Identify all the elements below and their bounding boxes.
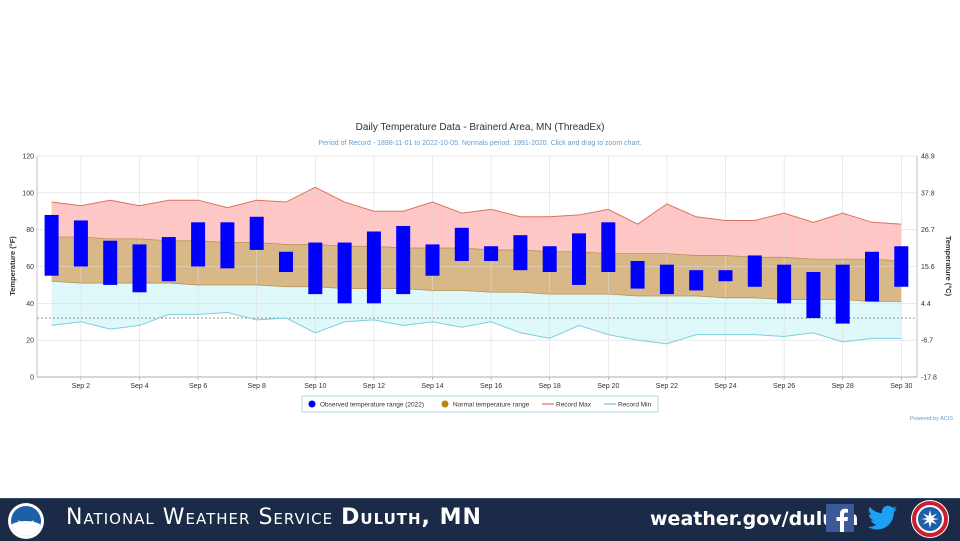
observed-bar-sep-15 bbox=[454, 227, 469, 261]
x-tick-label: Sep 10 bbox=[304, 383, 326, 390]
y-tick-label-right: -17.8 bbox=[921, 375, 937, 382]
banner-title-prefix: National Weather Service bbox=[66, 505, 342, 530]
observed-bar-sep-28 bbox=[835, 264, 850, 324]
observed-bar-sep-3 bbox=[103, 240, 118, 285]
observed-bar-sep-8 bbox=[249, 216, 264, 250]
observed-bar-sep-20 bbox=[601, 222, 616, 273]
observed-bar-sep-5 bbox=[161, 237, 176, 282]
observed-bar-sep-29 bbox=[865, 251, 879, 302]
observed-bars-layer bbox=[44, 214, 909, 324]
record-min-band bbox=[51, 281, 902, 344]
normal-low-line bbox=[51, 280, 902, 302]
y-tick-label-left: 20 bbox=[26, 338, 34, 345]
observed-bar-sep-7 bbox=[220, 222, 235, 269]
y-tick-label-right: 15.6 bbox=[921, 264, 935, 271]
credit-text[interactable]: Powered by ACIS bbox=[910, 416, 953, 422]
x-tick-label: Sep 20 bbox=[597, 383, 619, 390]
observed-bar-sep-14 bbox=[425, 244, 440, 276]
x-tick-label: Sep 22 bbox=[656, 383, 678, 390]
observed-bar-sep-17 bbox=[513, 235, 528, 271]
y-tick-label-right: -6.7 bbox=[921, 338, 933, 345]
observed-bar-sep-24 bbox=[718, 270, 733, 282]
observed-bar-sep-1 bbox=[44, 214, 59, 276]
banner-url[interactable]: weather.gov/duluth bbox=[650, 508, 859, 530]
legend-marker-1 bbox=[441, 400, 449, 408]
bands-layer bbox=[51, 187, 902, 344]
y-tick-label-right: 4.4 bbox=[921, 301, 931, 308]
chart-area: Daily Temperature Data - Brainerd Area, … bbox=[0, 0, 960, 498]
y-tick-label-right: 48.9 bbox=[921, 154, 935, 161]
observed-bar-sep-9 bbox=[279, 251, 293, 273]
x-tick-label: Sep 30 bbox=[890, 383, 912, 390]
y-tick-label-left: 100 bbox=[22, 190, 34, 197]
temperature-chart[interactable]: Daily Temperature Data - Brainerd Area, … bbox=[0, 0, 960, 498]
y-tick-label-left: 80 bbox=[26, 227, 34, 234]
x-tick-label: Sep 6 bbox=[189, 383, 207, 390]
y-tick-label-left: 60 bbox=[26, 264, 34, 271]
observed-bar-sep-6 bbox=[191, 222, 206, 267]
normal-range-band bbox=[51, 237, 902, 302]
noaa-logo-icon bbox=[8, 503, 44, 539]
observed-bar-sep-27 bbox=[806, 272, 821, 319]
y-tick-label-left: 0 bbox=[30, 375, 34, 382]
observed-bar-sep-26 bbox=[777, 264, 792, 304]
x-tick-label: Sep 28 bbox=[832, 383, 854, 390]
record-max-band bbox=[51, 187, 902, 261]
x-tick-label: Sep 16 bbox=[480, 383, 502, 390]
x-tick-label: Sep 26 bbox=[773, 383, 795, 390]
twitter-icon[interactable] bbox=[866, 504, 898, 532]
x-tick-label: Sep 12 bbox=[363, 383, 385, 390]
banner-title: National Weather Service Duluth, MN bbox=[66, 505, 482, 530]
axes-layer: 0 20 40 60 80 100 120 -17.8 -6.7 4.4 15.6 26.7 37.8 4… bbox=[22, 154, 937, 391]
y-axis-title-left: Temperature (°F) bbox=[8, 236, 17, 296]
facebook-icon[interactable] bbox=[826, 504, 854, 532]
legend-marker-0 bbox=[308, 400, 316, 408]
observed-bar-sep-16 bbox=[484, 246, 499, 261]
x-tick-label: Sep 2 bbox=[72, 383, 90, 390]
observed-bar-sep-25 bbox=[747, 255, 762, 287]
x-tick-label: Sep 8 bbox=[248, 383, 266, 390]
observed-bar-sep-2 bbox=[73, 220, 88, 267]
record-min-line bbox=[51, 312, 902, 345]
legend: Observed temperature range (2022) Normal … bbox=[301, 395, 659, 413]
observed-bar-sep-12 bbox=[366, 231, 381, 304]
legend-label-1[interactable]: Normal temperature range bbox=[453, 402, 530, 409]
chart-subtitle: Period of Record - 1898-11-01 to 2022-10… bbox=[318, 140, 641, 147]
record-max-line bbox=[51, 186, 902, 225]
y-axis-title-right: Temperature (°C) bbox=[944, 236, 953, 297]
footer-banner: National Weather Service Duluth, MN weat… bbox=[0, 498, 960, 541]
observed-bar-sep-18 bbox=[542, 246, 557, 273]
legend-label-3[interactable]: Record Min bbox=[618, 402, 652, 409]
y-tick-label-left: 120 bbox=[22, 154, 34, 161]
x-tick-label: Sep 14 bbox=[421, 383, 443, 390]
legend-label-2[interactable]: Record Max bbox=[556, 402, 592, 409]
x-tick-label: Sep 4 bbox=[130, 383, 148, 390]
observed-bar-sep-13 bbox=[396, 225, 411, 295]
legend-box bbox=[301, 395, 659, 413]
observed-bar-sep-11 bbox=[337, 242, 352, 304]
observed-bar-sep-19 bbox=[572, 233, 586, 285]
x-tick-label: Sep 18 bbox=[539, 383, 561, 390]
y-tick-label-left: 40 bbox=[26, 301, 34, 308]
observed-bar-sep-4 bbox=[132, 244, 147, 293]
y-tick-label-right: 37.8 bbox=[921, 190, 935, 197]
banner-title-office: Duluth, MN bbox=[341, 505, 482, 530]
observed-bar-sep-23 bbox=[689, 270, 704, 291]
y-tick-label-right: 26.7 bbox=[921, 227, 935, 234]
observed-bar-sep-30 bbox=[894, 246, 909, 287]
observed-bar-sep-21 bbox=[630, 260, 645, 289]
observed-bar-sep-10 bbox=[308, 242, 323, 295]
nws-seal-icon bbox=[911, 500, 949, 538]
observed-bar-sep-22 bbox=[659, 264, 674, 295]
chart-title: Daily Temperature Data - Brainerd Area, … bbox=[356, 122, 605, 133]
x-tick-label: Sep 24 bbox=[714, 383, 736, 390]
legend-label-0[interactable]: Observed temperature range (2022) bbox=[320, 402, 424, 409]
